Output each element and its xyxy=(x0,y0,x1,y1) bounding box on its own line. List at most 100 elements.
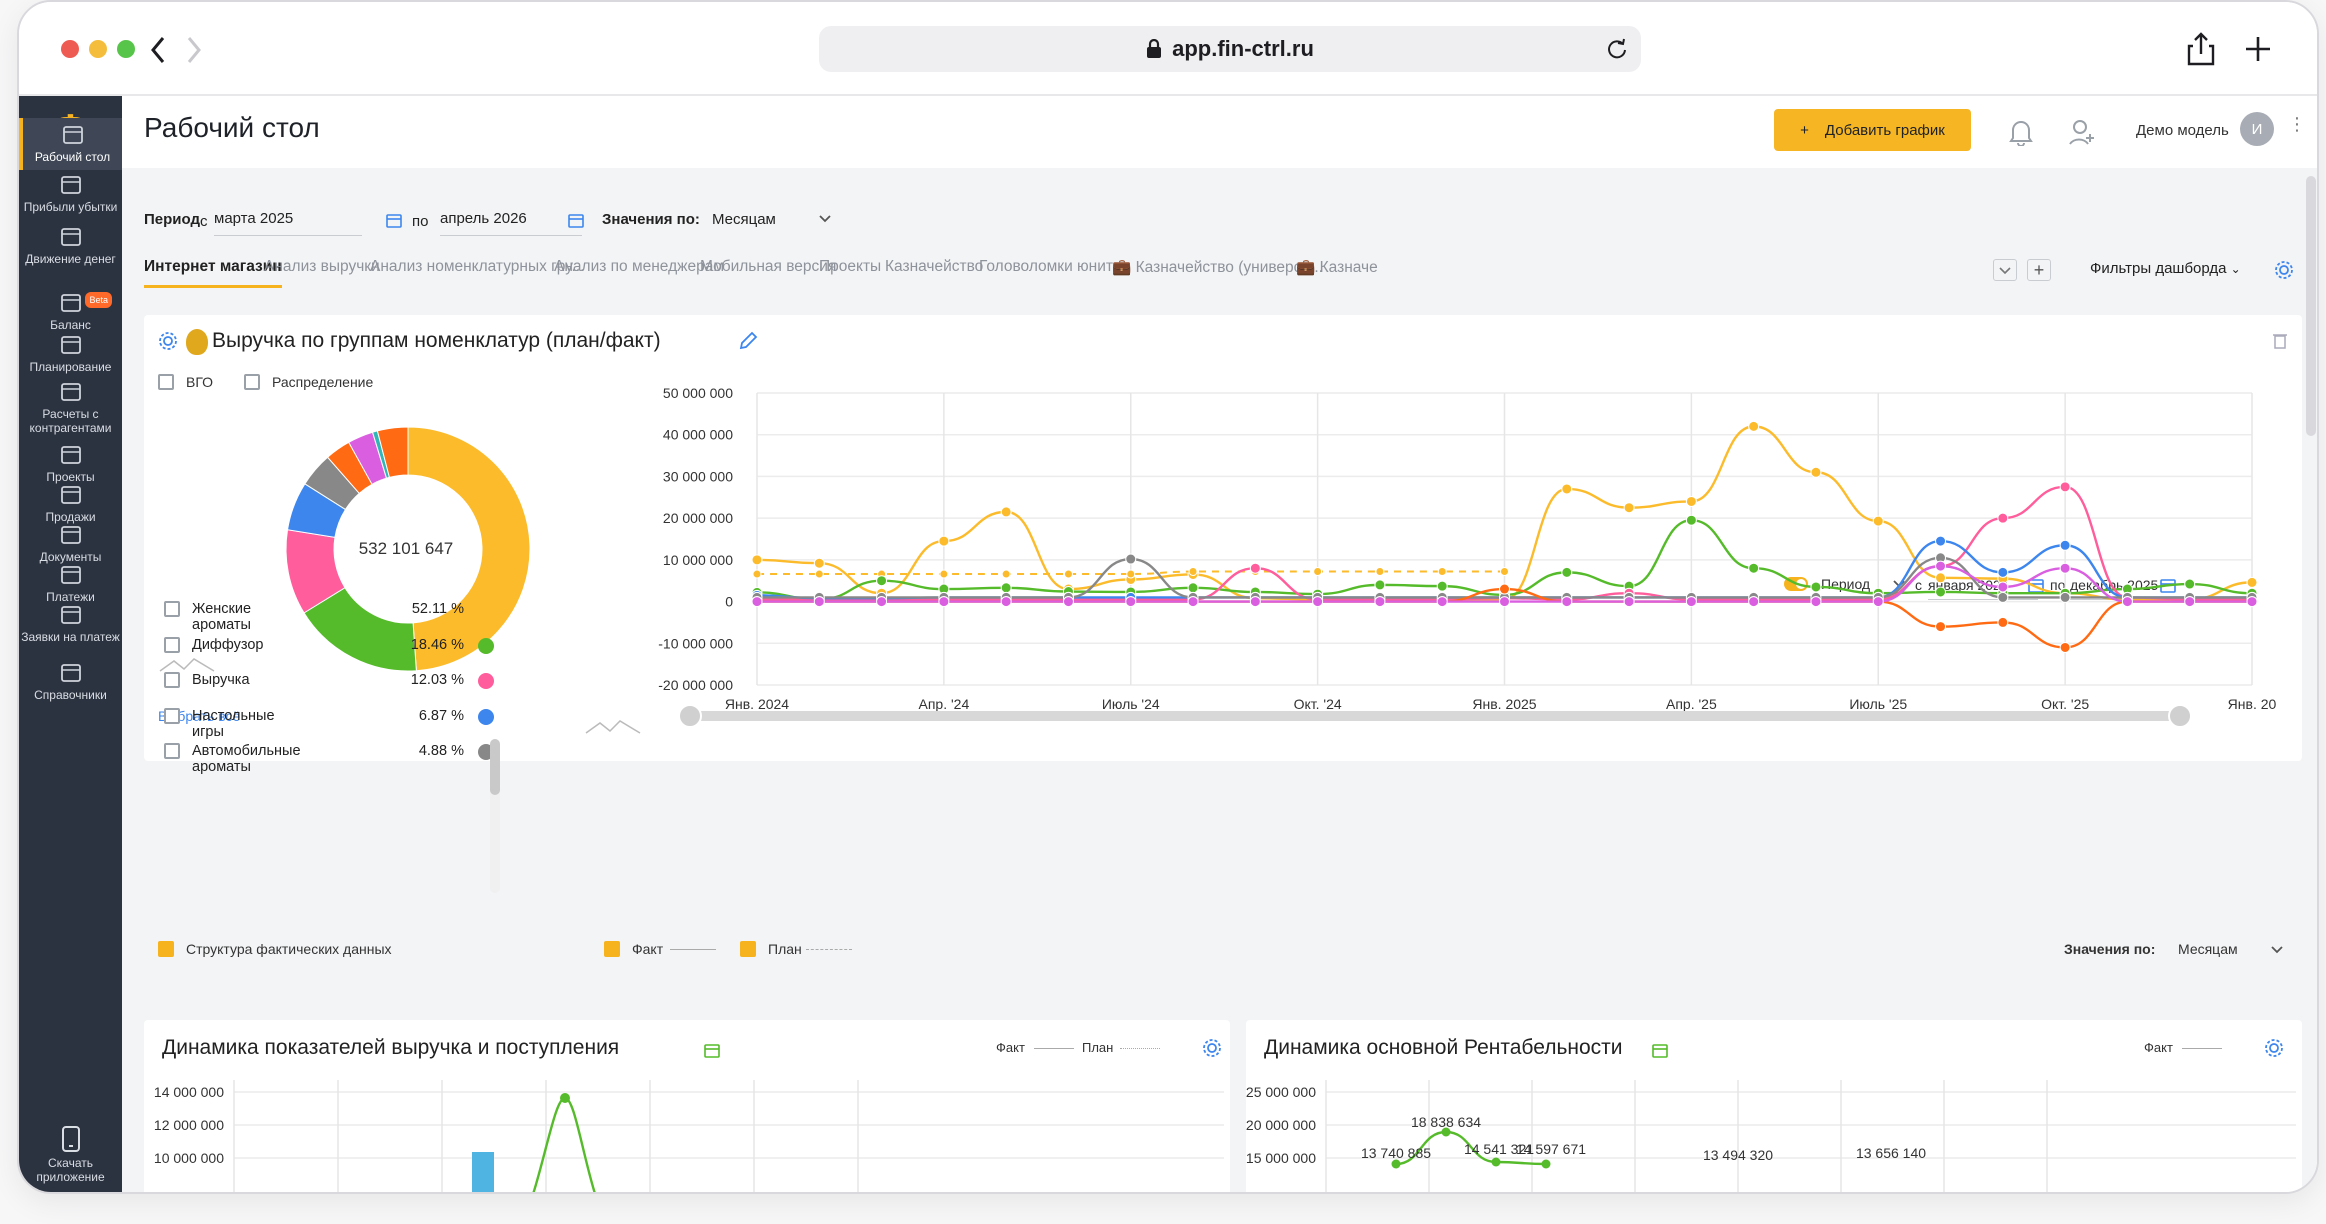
data-point[interactable] xyxy=(1000,506,1012,518)
data-point[interactable] xyxy=(1188,567,1198,577)
period-from-input[interactable]: марта 2025 xyxy=(214,210,362,236)
sidebar-item-7[interactable]: Проекты xyxy=(19,444,122,484)
data-point[interactable] xyxy=(1249,562,1261,574)
tab-10[interactable]: 💼 Казначе xyxy=(1296,258,1378,277)
data-point[interactable] xyxy=(1001,569,1011,579)
bar[interactable] xyxy=(472,1152,494,1194)
data-point[interactable] xyxy=(1561,483,1573,495)
add-user-icon[interactable] xyxy=(2068,118,2096,146)
calendar-icon[interactable] xyxy=(704,1042,720,1058)
legend-checkbox[interactable] xyxy=(164,636,180,653)
tab-6[interactable]: Проекты xyxy=(819,258,881,276)
data-point[interactable] xyxy=(1997,512,2009,524)
data-point[interactable] xyxy=(938,596,950,608)
range-slider-end-handle[interactable] xyxy=(2168,704,2192,728)
data-point[interactable] xyxy=(2059,481,2071,493)
data-point[interactable] xyxy=(814,569,824,579)
data-point[interactable] xyxy=(1935,560,1947,572)
user-name[interactable]: Демо модель xyxy=(2136,122,2229,139)
plan-checkbox[interactable] xyxy=(740,941,756,957)
forward-arrow-icon[interactable] xyxy=(185,36,203,64)
chevron-down-icon[interactable] xyxy=(818,214,832,224)
close-window-dot[interactable] xyxy=(61,40,79,58)
sidebar-item-9[interactable]: Документы xyxy=(19,524,122,564)
settings-gear-icon[interactable] xyxy=(158,331,178,351)
sidebar-item-5[interactable]: Планирование xyxy=(19,334,122,374)
range-slider-track[interactable] xyxy=(689,711,2179,721)
data-point[interactable] xyxy=(1126,569,1136,579)
data-point[interactable] xyxy=(1872,515,1884,527)
donut-chart[interactable] xyxy=(278,419,538,679)
address-bar[interactable]: app.fin-ctrl.ru xyxy=(819,26,1641,72)
structure-checkbox[interactable] xyxy=(158,941,174,957)
chart-values-select[interactable]: Месяцам xyxy=(2178,941,2238,957)
tab-1[interactable]: Интернет магазин xyxy=(144,258,282,288)
data-point[interactable] xyxy=(2059,539,2071,551)
edit-pencil-icon[interactable] xyxy=(738,331,758,351)
data-point[interactable] xyxy=(1748,420,1760,432)
data-point[interactable] xyxy=(1436,580,1448,592)
vgo-checkbox[interactable] xyxy=(158,374,174,390)
maximize-window-dot[interactable] xyxy=(117,40,135,58)
data-point[interactable] xyxy=(1810,596,1822,608)
data-point[interactable] xyxy=(2246,596,2258,608)
data-point[interactable] xyxy=(1441,1127,1451,1137)
share-icon[interactable] xyxy=(2187,32,2215,66)
data-point[interactable] xyxy=(2184,596,2196,608)
new-tab-icon[interactable] xyxy=(2245,36,2271,62)
chevron-down-icon[interactable] xyxy=(2270,945,2284,955)
calendar-icon[interactable] xyxy=(1652,1042,1668,1058)
legend-checkbox[interactable] xyxy=(164,672,180,688)
data-point[interactable] xyxy=(813,557,825,569)
data-point[interactable] xyxy=(1685,514,1697,526)
donut-slice[interactable] xyxy=(376,426,409,478)
data-point[interactable] xyxy=(1000,596,1012,608)
data-point[interactable] xyxy=(1491,1157,1501,1167)
tab-5[interactable]: Мобильная версия xyxy=(700,258,836,276)
profitability-chart[interactable]: 25 000 000 20 000 000 15 000 000 13 740 885… xyxy=(1246,1080,2302,1194)
tab-8[interactable]: Головоломки юнитка xyxy=(979,258,1129,276)
add-tab-button[interactable]: + xyxy=(2027,259,2051,281)
data-point[interactable] xyxy=(2184,578,2196,590)
donut-slice[interactable] xyxy=(407,426,531,672)
data-point[interactable] xyxy=(1062,596,1074,608)
data-point[interactable] xyxy=(1872,596,1884,608)
data-point[interactable] xyxy=(1685,495,1697,507)
bell-icon[interactable] xyxy=(2008,118,2034,146)
data-point[interactable] xyxy=(876,575,888,587)
data-point[interactable] xyxy=(1500,567,1509,577)
legend-checkbox[interactable] xyxy=(164,601,180,617)
data-point[interactable] xyxy=(1561,566,1573,578)
data-point[interactable] xyxy=(1748,596,1760,608)
sidebar-item-2[interactable]: Прибыли убытки xyxy=(19,174,122,214)
data-point[interactable] xyxy=(751,596,763,608)
data-point[interactable] xyxy=(1935,572,1947,584)
back-arrow-icon[interactable] xyxy=(149,36,167,64)
data-point[interactable] xyxy=(1997,581,2009,593)
legend-scrollbar[interactable] xyxy=(490,739,500,893)
data-point[interactable] xyxy=(1935,535,1947,547)
sidebar-item-10[interactable]: Платежи xyxy=(19,564,122,604)
reload-icon[interactable] xyxy=(1605,37,1629,61)
data-point[interactable] xyxy=(1063,569,1073,579)
data-point[interactable] xyxy=(1541,1159,1551,1169)
data-point[interactable] xyxy=(1249,596,1261,608)
data-point[interactable] xyxy=(560,1093,570,1103)
series-line[interactable] xyxy=(524,1096,604,1194)
data-point[interactable] xyxy=(1313,567,1323,577)
data-point[interactable] xyxy=(813,596,825,608)
data-point[interactable] xyxy=(2059,591,2071,603)
settings-gear-icon[interactable] xyxy=(2274,260,2294,280)
data-point[interactable] xyxy=(1997,591,2009,603)
sidebar-item-12[interactable]: Справочники xyxy=(19,662,122,702)
data-point[interactable] xyxy=(1125,596,1137,608)
data-point[interactable] xyxy=(2059,562,2071,574)
sidebar-item-8[interactable]: Продажи xyxy=(19,484,122,524)
series-line[interactable] xyxy=(1395,1130,1547,1166)
data-point[interactable] xyxy=(1561,596,1573,608)
data-point[interactable] xyxy=(938,535,950,547)
line-chart[interactable]: 50 000 000 40 000 000 30 000 000 20 000 000… xyxy=(644,375,2284,715)
period-to-input[interactable]: апрель 2026 xyxy=(440,210,582,236)
data-point[interactable] xyxy=(1125,553,1137,565)
tab-4[interactable]: Анализ по менеджерам xyxy=(554,258,724,276)
